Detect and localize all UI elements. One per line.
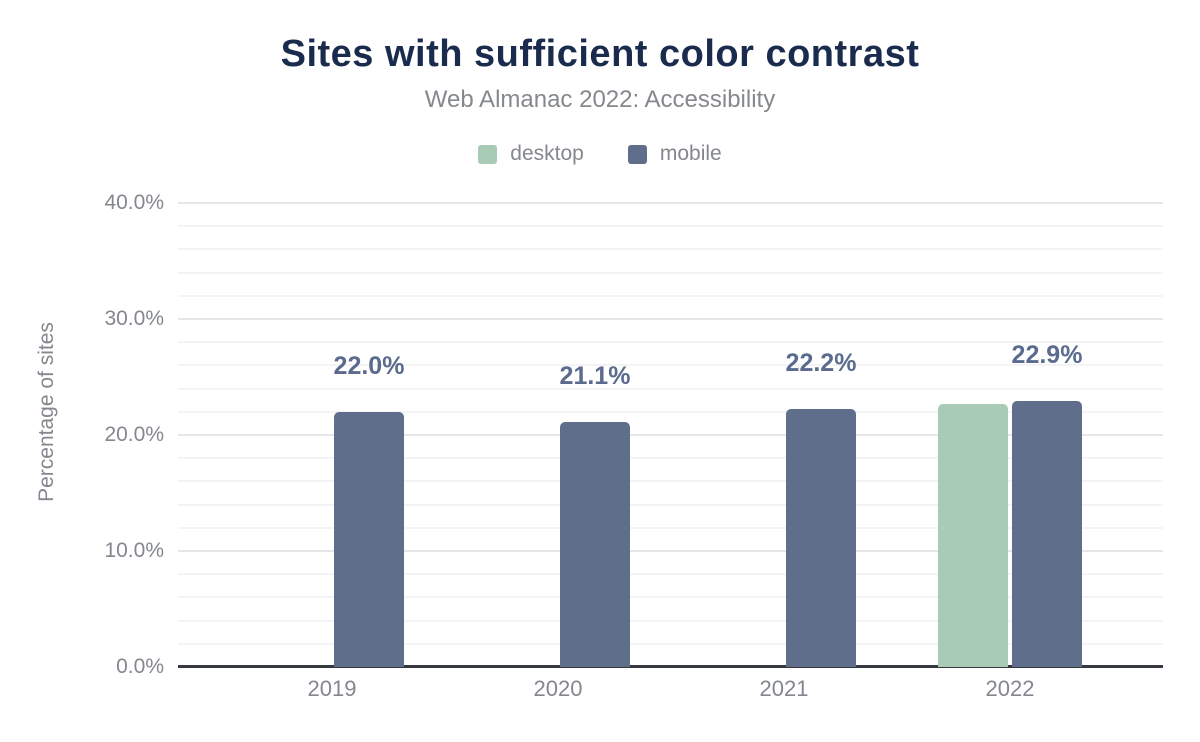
gridline-minor: [178, 271, 1163, 274]
y-tick-label: 30.0%: [104, 307, 164, 330]
bar-desktop-2022: [938, 404, 1008, 667]
legend-label: desktop: [510, 142, 584, 165]
y-axis-title: Percentage of sites: [35, 322, 58, 502]
gridline-minor: [178, 225, 1163, 228]
gridline-minor: [178, 410, 1163, 413]
gridline-minor: [178, 526, 1163, 529]
legend-item-mobile: mobile: [627, 142, 722, 166]
legend-item-desktop: desktop: [478, 142, 584, 166]
x-tick-label-2019: 2019: [307, 676, 357, 701]
gridline-minor: [178, 503, 1163, 506]
y-tick-label: 0.0%: [116, 655, 164, 678]
gridline-minor: [178, 619, 1163, 622]
y-tick-label: 40.0%: [104, 191, 164, 214]
gridline-minor: [178, 364, 1163, 367]
gridline-major: [178, 550, 1163, 552]
gridline-major: [178, 202, 1163, 204]
gridline-minor: [178, 387, 1163, 390]
data-label-2020: 21.1%: [559, 362, 631, 390]
gridline-minor: [178, 480, 1163, 483]
bar-mobile-2019: [334, 412, 404, 667]
gridline-minor: [178, 341, 1163, 344]
desktop-swatch-icon: [478, 144, 498, 164]
x-tick-label-2021: 2021: [759, 676, 809, 701]
chart-legend: desktop mobile: [0, 142, 1200, 166]
plot-area: 22.0% 21.1% 22.2% 22.9%: [178, 202, 1163, 668]
gridline-major: [178, 434, 1163, 436]
gridline-minor: [178, 573, 1163, 576]
gridline-minor: [178, 248, 1163, 251]
bar-mobile-2022: [1012, 401, 1082, 667]
data-label-2022: 22.9%: [1011, 341, 1083, 369]
data-label-2021: 22.2%: [785, 349, 857, 377]
x-tick-label-2020: 2020: [533, 676, 583, 701]
bar-mobile-2020: [560, 422, 630, 667]
gridline-minor: [178, 596, 1163, 599]
bar-mobile-2021: [786, 409, 856, 667]
x-axis-line: [178, 665, 1163, 668]
mobile-swatch-icon: [627, 144, 647, 164]
gridline-minor: [178, 642, 1163, 645]
gridline-minor: [178, 457, 1163, 460]
gridline-major: [178, 318, 1163, 320]
x-tick-label-2022: 2022: [985, 676, 1035, 701]
gridline-minor: [178, 294, 1163, 297]
chart-title: Sites with sufficient color contrast: [280, 33, 920, 75]
legend-label: mobile: [659, 142, 722, 165]
y-tick-label: 20.0%: [104, 423, 164, 446]
y-tick-label: 10.0%: [104, 539, 164, 562]
data-label-2019: 22.0%: [333, 352, 405, 380]
chart-subtitle: Web Almanac 2022: Accessibility: [424, 86, 776, 113]
